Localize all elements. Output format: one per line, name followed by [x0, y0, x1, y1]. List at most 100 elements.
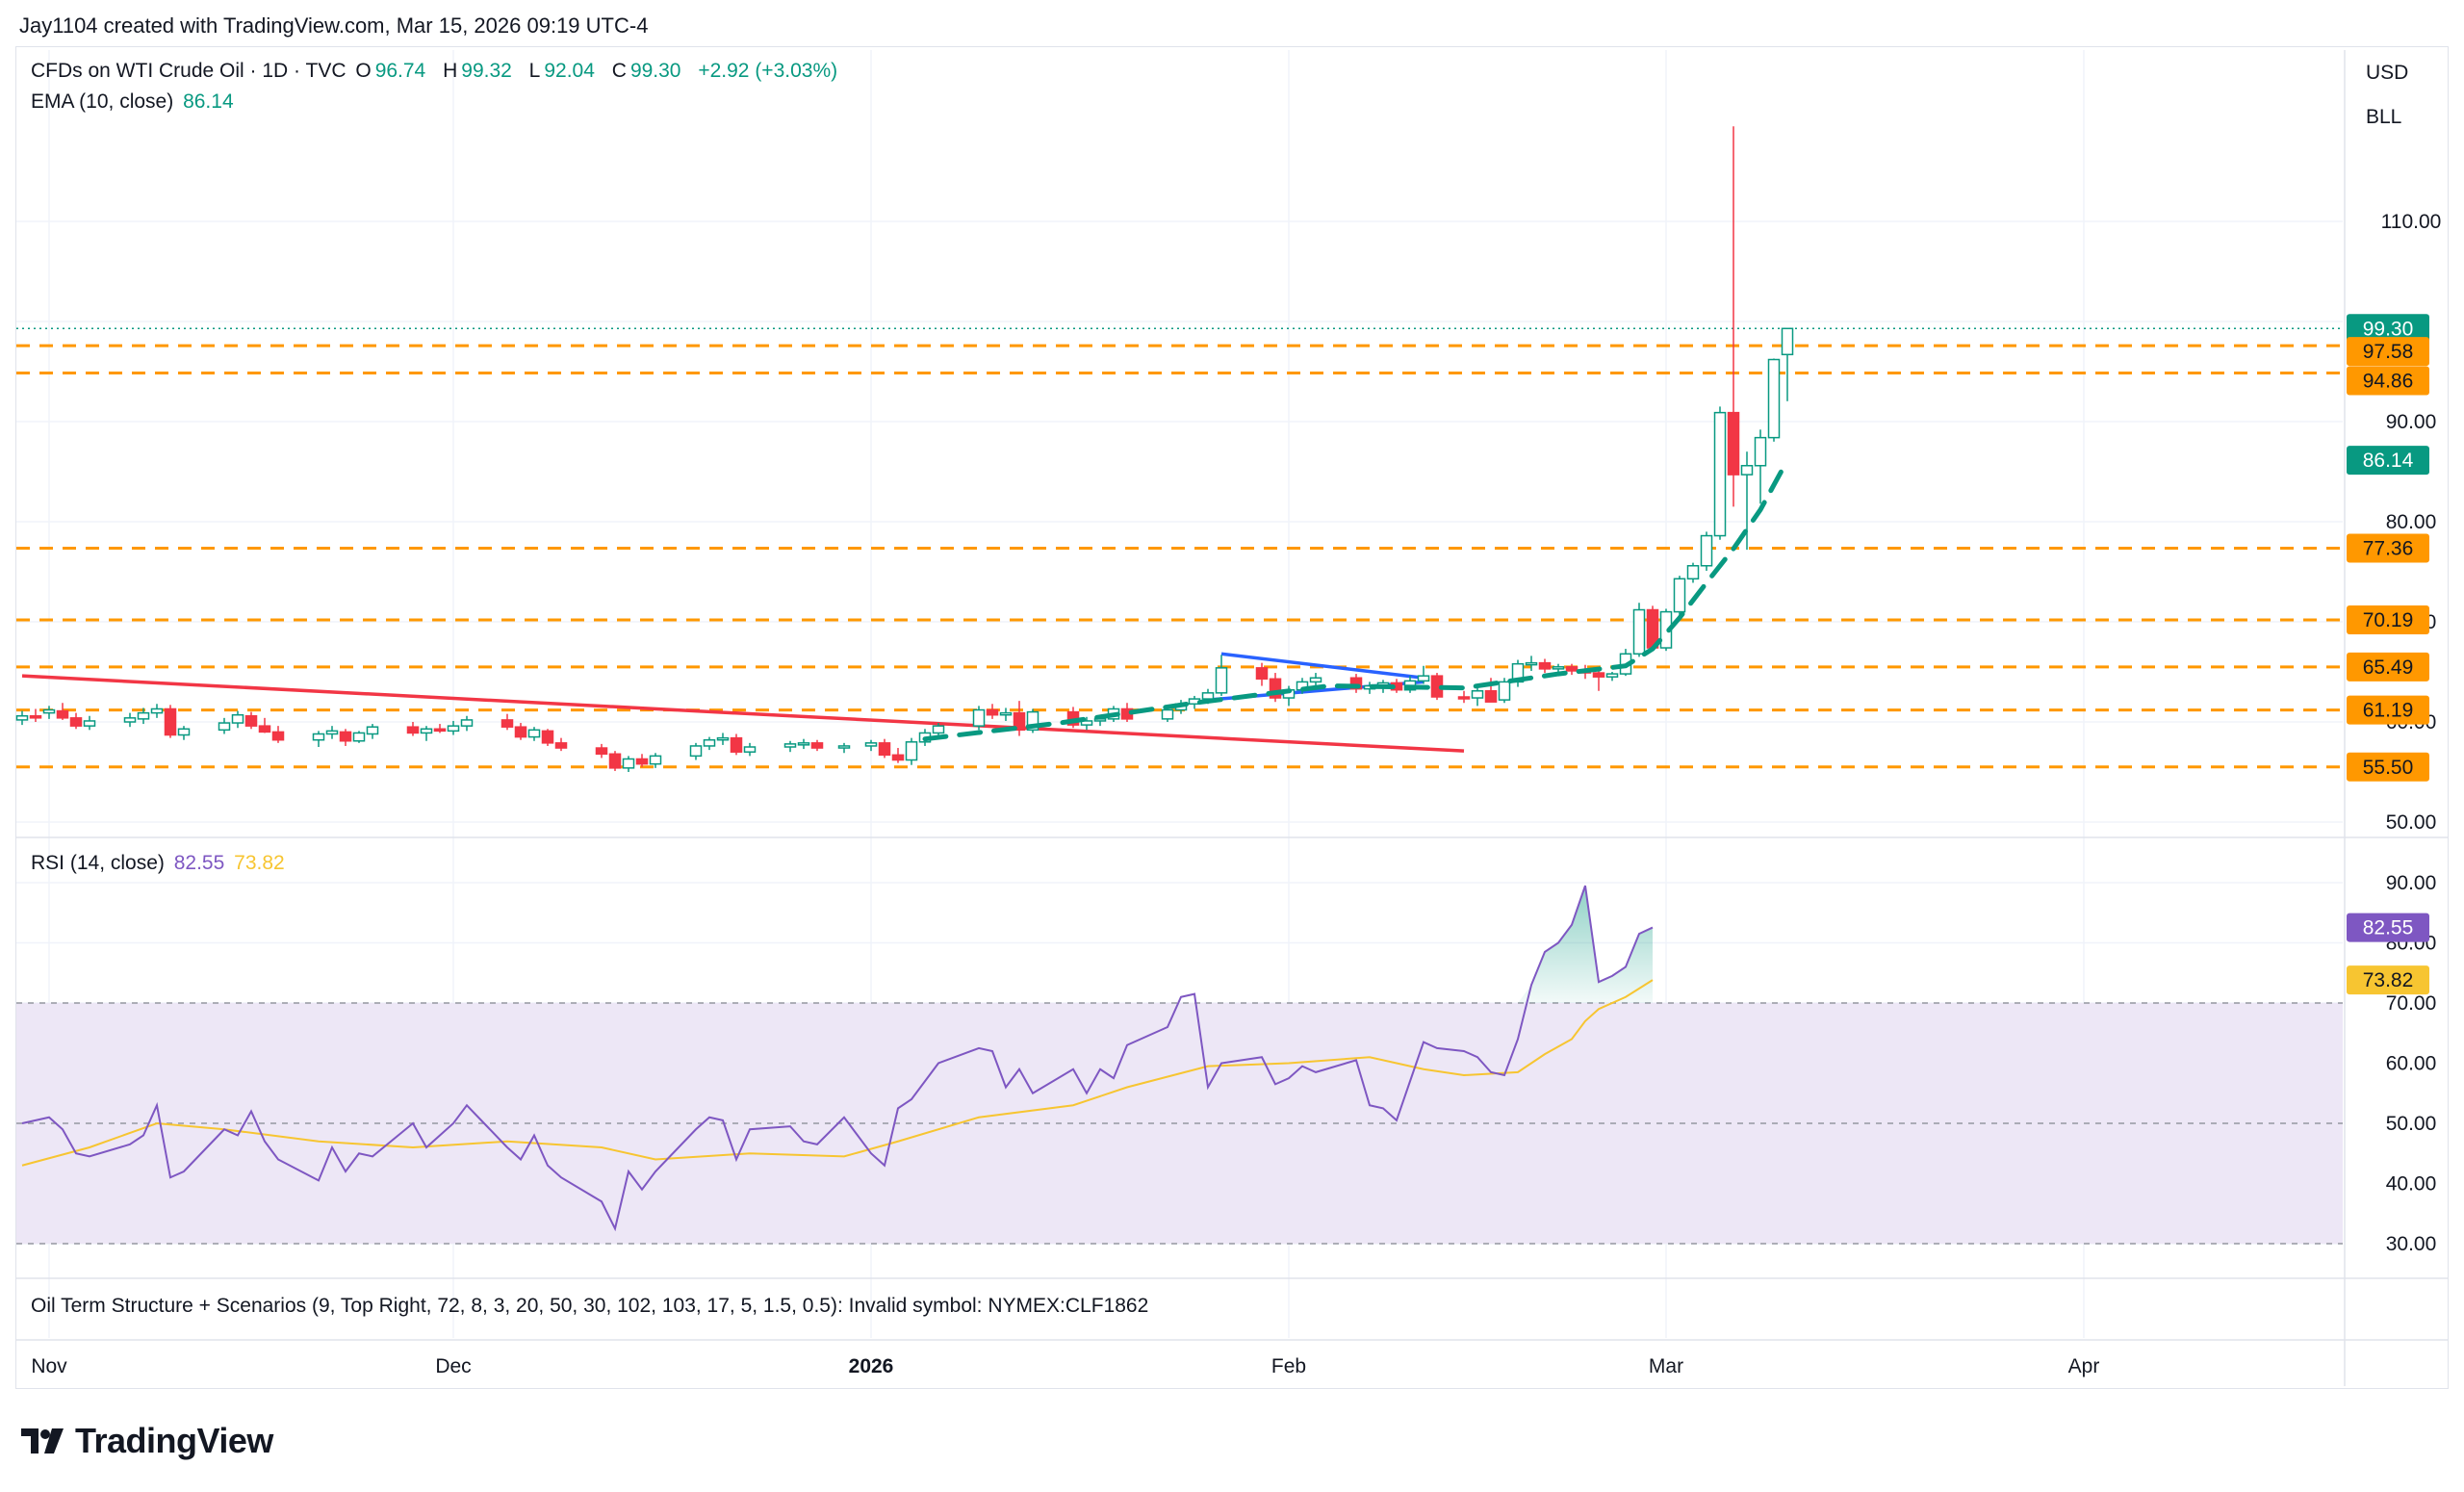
- bearish-candle: [164, 705, 177, 738]
- candle-body: [1484, 690, 1498, 703]
- time-axis: Nov Dec 2026 Feb Mar Apr: [31, 1355, 2099, 1377]
- candle-body: [999, 711, 1013, 716]
- candle-body: [972, 708, 986, 727]
- candle-body: [1754, 436, 1767, 467]
- candle-body: [703, 738, 716, 747]
- bearish-candle: [986, 704, 999, 719]
- bearish-candle: [1727, 126, 1740, 507]
- level-badge: 61.19: [2347, 695, 2429, 725]
- bullish-candle: [231, 710, 244, 729]
- bearish-candle: [339, 729, 352, 746]
- bearish-candle: [244, 711, 258, 730]
- bullish-candle: [797, 738, 810, 750]
- rsi-tick-label: 60.00: [2386, 1053, 2437, 1075]
- candle-body: [622, 758, 635, 769]
- rsi-tick-label: 90.00: [2386, 872, 2437, 894]
- candle-body: [1565, 666, 1578, 672]
- bearish-candle: [56, 703, 69, 720]
- invalid-note-text: Oil Term Structure + Scenarios (9, Top R…: [31, 1295, 1149, 1317]
- bearish-candle: [810, 739, 824, 752]
- rsi-tick-label: 50.00: [2386, 1113, 2437, 1135]
- bullish-candle: [137, 707, 150, 725]
- bearish-candle: [1066, 707, 1080, 729]
- triangle-pattern-line: [1220, 652, 1424, 680]
- bearish-candle: [541, 729, 554, 746]
- candle-body: [1417, 675, 1430, 682]
- bullish-candle: [460, 715, 474, 732]
- bearish-candle: [1255, 662, 1269, 686]
- candle-body: [1673, 578, 1686, 613]
- candle-body: [1525, 661, 1538, 666]
- bullish-candle: [352, 731, 366, 743]
- bullish-candle: [1215, 655, 1228, 696]
- candle-body: [1632, 608, 1646, 656]
- bullish-candle: [1686, 562, 1700, 583]
- candle-body: [42, 708, 56, 714]
- candle-body: [1538, 661, 1552, 670]
- candle-body: [339, 731, 352, 742]
- bullish-candle: [527, 727, 541, 741]
- rsi-tick-label: 30.00: [2386, 1233, 2437, 1255]
- unit-label[interactable]: BLL: [2366, 106, 2402, 128]
- bullish-candle: [1754, 429, 1767, 504]
- badge-bg: [2347, 752, 2429, 782]
- bullish-candle: [1673, 576, 1686, 615]
- pane-separators: [16, 50, 2449, 1386]
- ema-legend: EMA (10, close) 86.14: [31, 90, 238, 114]
- candle-body: [1471, 690, 1484, 699]
- bearish-candle: [1349, 674, 1363, 693]
- bullish-candle: [150, 704, 164, 718]
- currency-label[interactable]: USD: [2366, 62, 2409, 84]
- price-axis: 50.00 60.00 70.00 80.00 90.00 110.00 30.00 40.0…: [2347, 211, 2441, 1255]
- open-label: O: [355, 60, 372, 82]
- candle-body: [352, 732, 366, 742]
- symbol-title[interactable]: CFDs on WTI Crude Oil · 1D · TVC: [31, 60, 346, 82]
- badge-bg: [2347, 446, 2429, 476]
- time-tick-label: Dec: [435, 1355, 471, 1377]
- candle-body: [406, 726, 420, 734]
- bullish-candle: [1632, 603, 1646, 657]
- bearish-candle: [1538, 658, 1552, 674]
- rsi-line: [21, 885, 1654, 1232]
- bullish-candle: [649, 753, 662, 768]
- bearish-candle: [1013, 701, 1026, 736]
- ema-label[interactable]: EMA (10, close): [31, 90, 174, 113]
- tradingview-logo-icon: [21, 1428, 64, 1453]
- bullish-candle: [83, 715, 96, 731]
- candle-body: [1727, 411, 1740, 476]
- rsi-label[interactable]: RSI (14, close): [31, 852, 165, 874]
- bearish-candle: [554, 737, 568, 752]
- candle-body: [864, 742, 878, 747]
- bullish-candle: [703, 736, 716, 751]
- close-label: C: [611, 60, 627, 82]
- level-badge: 94.86: [2347, 366, 2429, 396]
- bullish-candle: [864, 739, 878, 752]
- candle-body: [56, 709, 69, 719]
- rsi-tick-label: 70.00: [2386, 992, 2437, 1015]
- change-value: +2.92 (+3.03%): [698, 60, 838, 82]
- rsi-ma-badge: 73.82: [2347, 965, 2429, 995]
- bullish-candle: [1498, 678, 1511, 704]
- bearish-candle: [608, 751, 622, 771]
- bullish-candle: [1700, 531, 1713, 571]
- bearish-candle: [891, 748, 905, 763]
- bearish-candle: [1457, 690, 1471, 704]
- bullish-candle: [447, 720, 460, 735]
- candle-body: [137, 711, 150, 720]
- badge-text: 70.19: [2363, 609, 2414, 631]
- bullish-candle: [1525, 656, 1538, 671]
- bullish-candle: [1417, 665, 1430, 684]
- bearish-candle: [1269, 673, 1282, 703]
- candle-body: [878, 742, 891, 757]
- candle-body: [554, 742, 568, 749]
- badge-bg: [2347, 913, 2429, 942]
- open-value: 96.74: [374, 60, 426, 82]
- candle-body: [541, 730, 554, 744]
- bullish-candle: [1713, 406, 1727, 540]
- bullish-candle: [743, 742, 757, 757]
- badge-text: 61.19: [2363, 700, 2414, 722]
- candle-body: [500, 719, 514, 728]
- candle-body: [1026, 710, 1040, 732]
- price-tick-label: 110.00: [2381, 211, 2442, 233]
